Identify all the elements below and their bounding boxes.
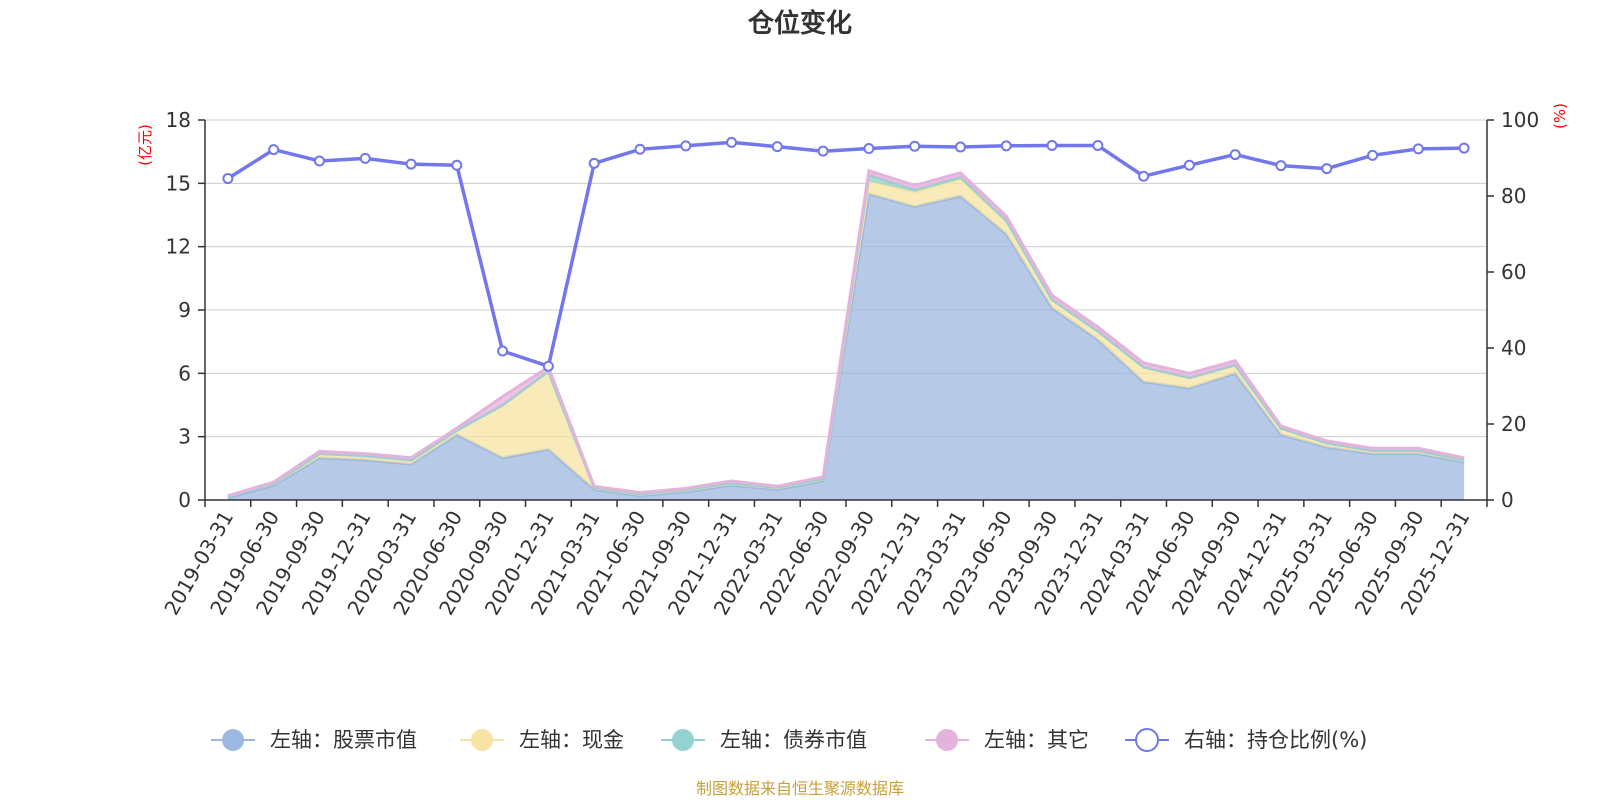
legend-item-ratio[interactable]: 右轴：持仓比例(%) bbox=[1125, 728, 1367, 752]
left-tick-label: 0 bbox=[178, 488, 191, 512]
legend-label: 左轴：现金 bbox=[519, 728, 624, 752]
ratio-point bbox=[222, 173, 234, 185]
axes bbox=[198, 119, 1494, 507]
legend-label: 左轴：其它 bbox=[984, 728, 1089, 752]
right-tick-label: 100 bbox=[1501, 108, 1539, 132]
ratio-point bbox=[771, 141, 783, 153]
left-axis-unit: (亿元) bbox=[136, 124, 154, 166]
ratio-point bbox=[1138, 170, 1150, 182]
ratio-point bbox=[497, 345, 509, 357]
ratio-point bbox=[1183, 159, 1195, 171]
stacked-areas bbox=[227, 168, 1465, 500]
right-tick-label: 80 bbox=[1501, 184, 1526, 208]
legend-item-bond[interactable]: 左轴：债券市值 bbox=[661, 728, 867, 752]
ratio-point bbox=[268, 144, 280, 156]
legend-item-other[interactable]: 左轴：其它 bbox=[925, 728, 1089, 752]
right-tick-label: 0 bbox=[1501, 488, 1514, 512]
left-tick-label: 9 bbox=[178, 298, 191, 322]
ratio-point bbox=[405, 158, 417, 170]
left-tick-label: 15 bbox=[166, 171, 191, 195]
ratio-point bbox=[1092, 139, 1104, 151]
ratio-point bbox=[313, 155, 325, 167]
right-axis-ticks: 0 20 40 60 80 100 bbox=[1501, 108, 1539, 512]
left-tick-label: 3 bbox=[178, 425, 191, 449]
left-tick-label: 18 bbox=[166, 108, 191, 132]
right-tick-label: 20 bbox=[1501, 412, 1526, 436]
legend-marker-icon bbox=[471, 729, 493, 751]
ratio-point bbox=[588, 157, 600, 169]
ratio-point bbox=[1321, 163, 1333, 175]
ratio-point bbox=[359, 152, 371, 164]
left-axis-ticks: 0 3 6 9 12 15 18 bbox=[166, 108, 191, 512]
legend-marker-icon bbox=[222, 729, 244, 751]
ratio-point bbox=[1458, 142, 1470, 154]
ratio-point bbox=[1046, 139, 1058, 151]
ratio-point bbox=[680, 140, 692, 152]
ratio-point bbox=[863, 143, 875, 154]
ratio-point bbox=[954, 141, 966, 153]
legend-item-cash[interactable]: 左轴：现金 bbox=[460, 728, 624, 752]
ratio-line bbox=[226, 140, 1465, 369]
data-source-note: 制图数据来自恒生聚源数据库 bbox=[696, 779, 904, 798]
ratio-line-series bbox=[222, 136, 1470, 372]
legend-label: 左轴：股票市值 bbox=[270, 728, 417, 752]
legend-marker-icon bbox=[1135, 728, 1159, 752]
area-cash bbox=[227, 179, 1465, 498]
ratio-point bbox=[817, 145, 829, 157]
ratio-point bbox=[1275, 160, 1287, 172]
ratio-point bbox=[451, 159, 463, 171]
ratio-point bbox=[726, 136, 738, 148]
ratio-point bbox=[1367, 149, 1379, 161]
legend-label: 左轴：债券市值 bbox=[720, 728, 867, 752]
legend[interactable]: 左轴：股票市值 左轴：现金 左轴：债券市值 左轴：其它 右轴：持仓比例(%) bbox=[211, 728, 1367, 752]
right-tick-label: 60 bbox=[1501, 260, 1526, 284]
legend-marker-icon bbox=[936, 729, 958, 751]
right-tick-label: 40 bbox=[1501, 336, 1526, 360]
legend-marker-icon bbox=[672, 729, 694, 751]
ratio-point bbox=[1412, 143, 1424, 155]
ratio-point bbox=[1229, 149, 1241, 161]
chart-title: 仓位变化 bbox=[747, 8, 852, 39]
right-axis-unit: (%) bbox=[1551, 103, 1569, 129]
legend-item-stock[interactable]: 左轴：股票市值 bbox=[211, 728, 417, 752]
ratio-point bbox=[634, 143, 646, 155]
legend-label: 右轴：持仓比例(%) bbox=[1184, 728, 1367, 752]
left-tick-label: 6 bbox=[178, 361, 191, 385]
ratio-point bbox=[542, 360, 554, 372]
area-other-edge bbox=[227, 168, 1465, 498]
ratio-point bbox=[909, 140, 921, 152]
ratio-point bbox=[1000, 140, 1012, 152]
left-tick-label: 12 bbox=[166, 235, 191, 259]
x-axis-ticks: 2019-03-312019-06-302019-09-302019-12-31… bbox=[159, 507, 1474, 620]
